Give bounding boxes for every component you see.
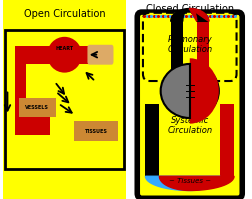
Bar xyxy=(5,30,123,169)
FancyBboxPatch shape xyxy=(142,13,236,81)
Polygon shape xyxy=(145,176,219,190)
Bar xyxy=(196,21,208,80)
Bar xyxy=(15,117,49,135)
Bar xyxy=(170,21,182,80)
Bar xyxy=(74,121,117,141)
Text: TISSUES: TISSUES xyxy=(84,129,107,134)
FancyBboxPatch shape xyxy=(137,12,241,198)
Ellipse shape xyxy=(160,64,218,118)
Bar xyxy=(15,46,70,64)
Text: Circulation: Circulation xyxy=(167,45,211,54)
Bar xyxy=(19,98,56,117)
Bar xyxy=(145,104,159,178)
Polygon shape xyxy=(170,9,208,21)
Wedge shape xyxy=(189,58,218,124)
Text: Pulmonary: Pulmonary xyxy=(167,35,211,44)
Bar xyxy=(79,46,91,64)
Text: Circulation: Circulation xyxy=(167,126,211,135)
Text: HEART: HEART xyxy=(55,46,73,51)
Bar xyxy=(219,104,233,178)
Ellipse shape xyxy=(47,37,82,73)
Bar xyxy=(15,52,26,135)
FancyBboxPatch shape xyxy=(87,45,113,65)
Text: Systemic: Systemic xyxy=(170,116,208,125)
Text: Open Circulation: Open Circulation xyxy=(24,9,105,19)
Text: VESSELS: VESSELS xyxy=(25,105,49,110)
Text: ~ Tissues ~: ~ Tissues ~ xyxy=(168,178,210,184)
Polygon shape xyxy=(188,9,208,21)
Text: Closed Circulation: Closed Circulation xyxy=(145,4,233,14)
Polygon shape xyxy=(159,176,233,190)
